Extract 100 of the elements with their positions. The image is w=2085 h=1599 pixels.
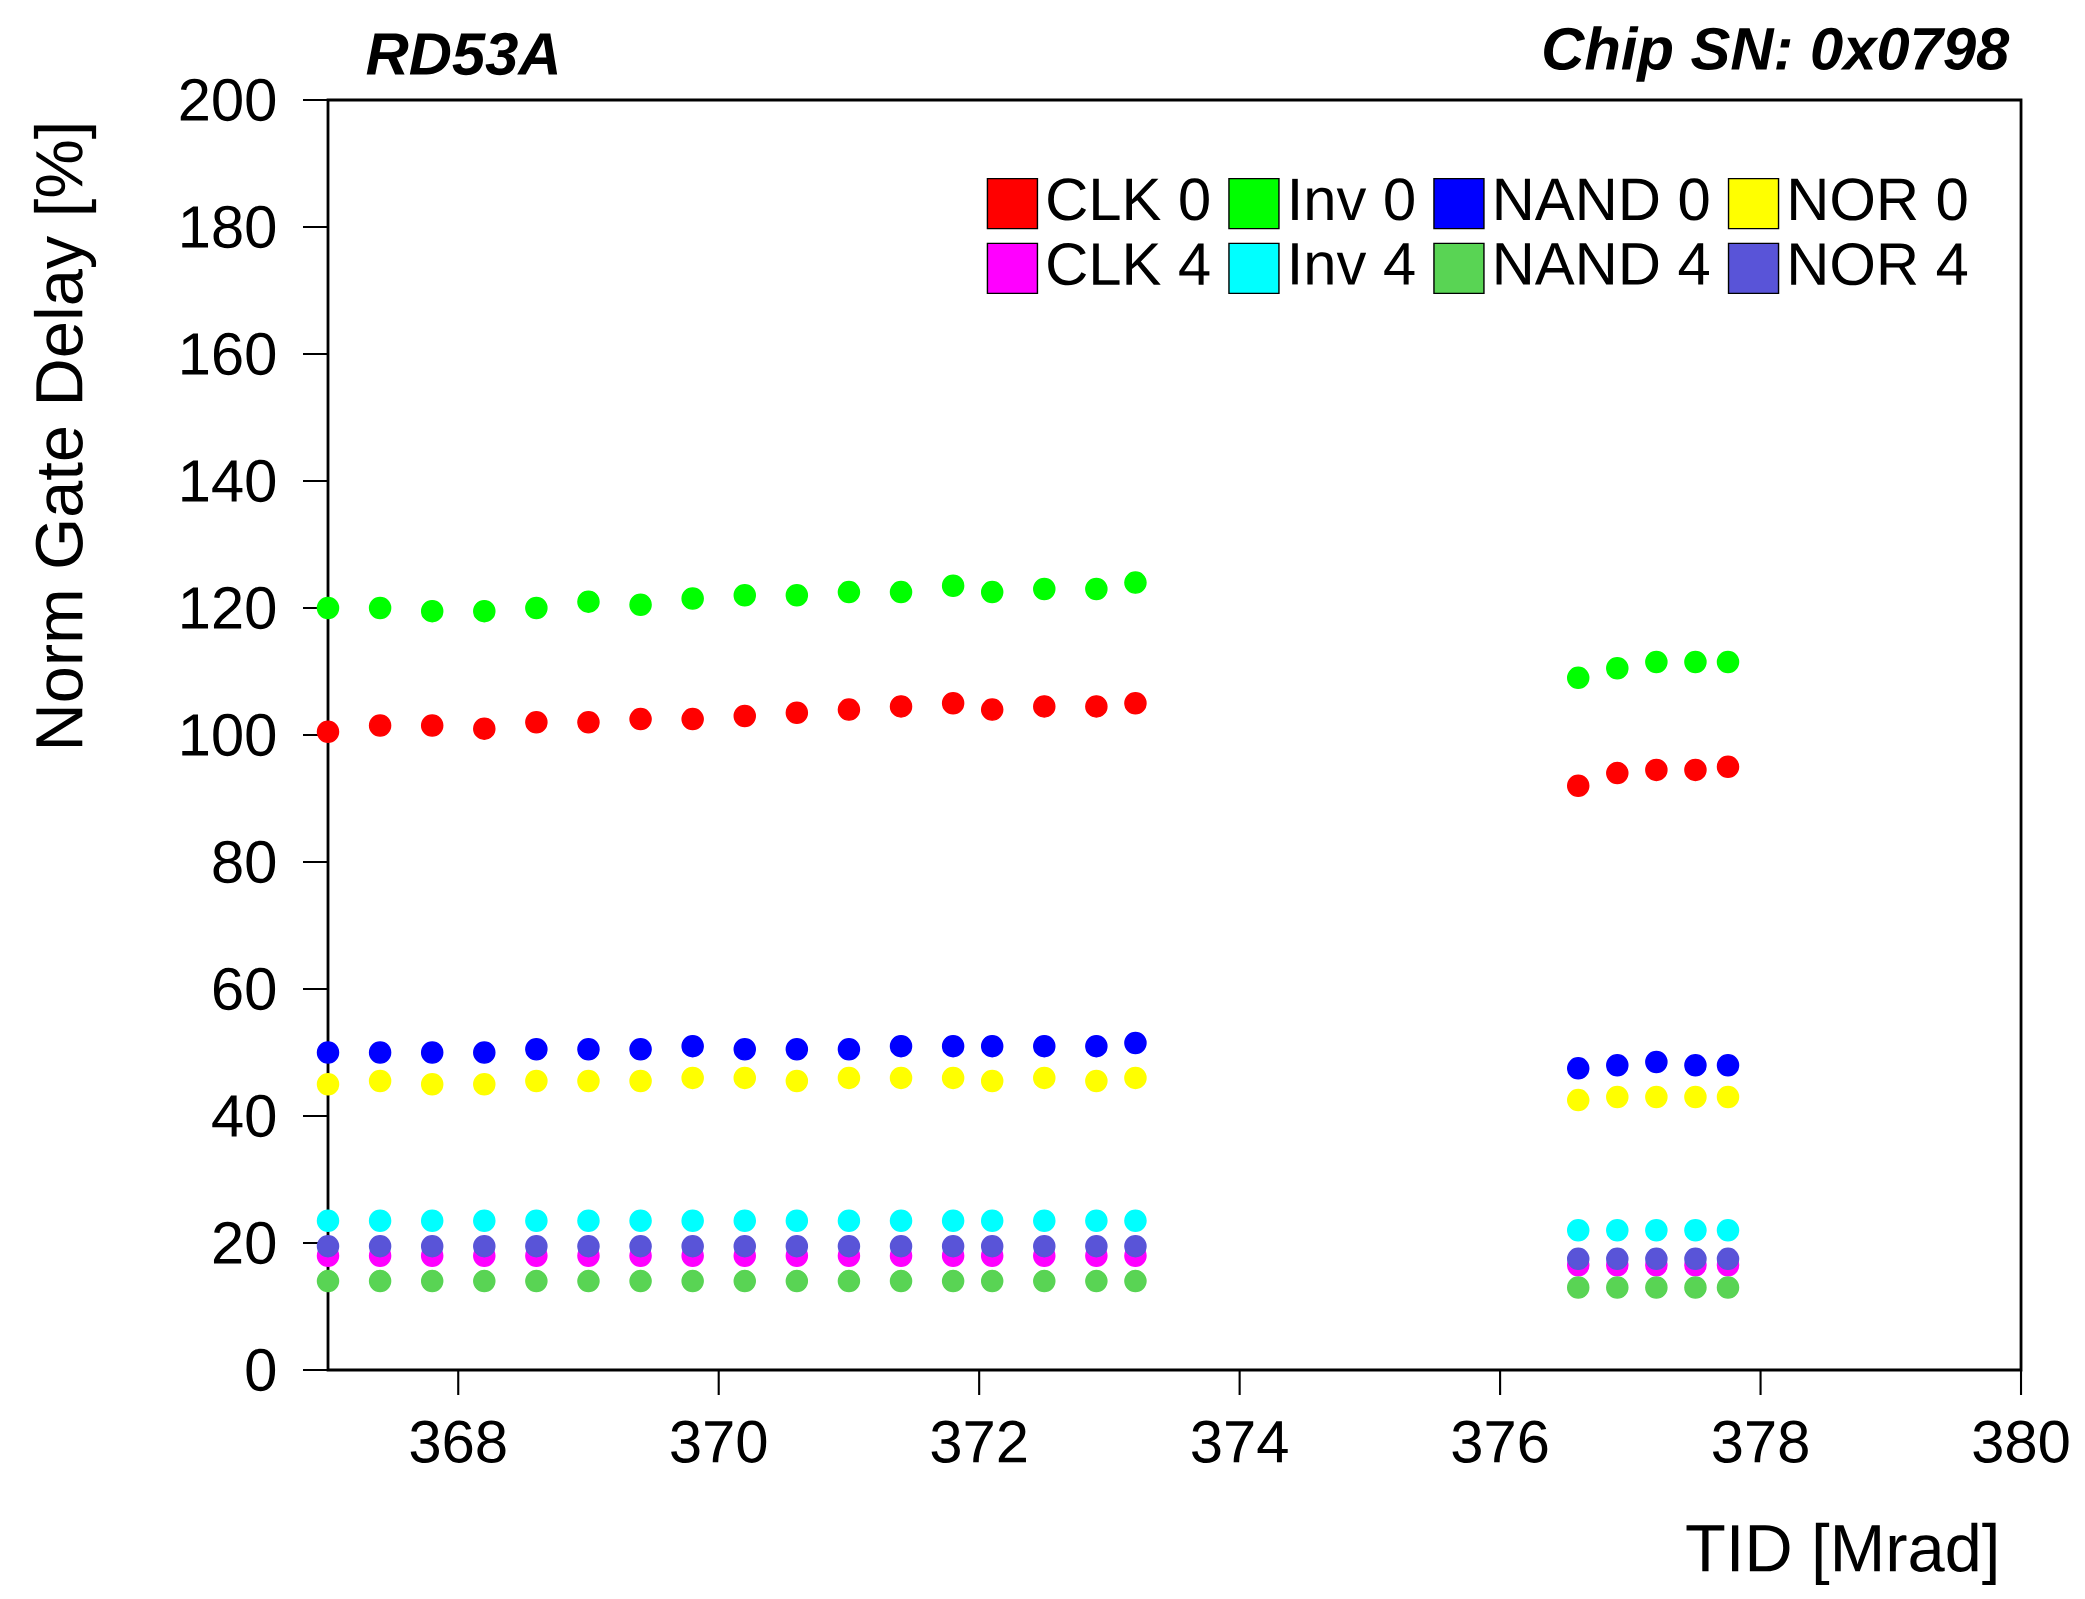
point: [941, 1234, 965, 1258]
point: [473, 1234, 496, 1258]
legend-label: CLK 4: [1048, 242, 1210, 286]
point: [785, 1269, 809, 1293]
point: [837, 1209, 861, 1233]
point: [316, 1234, 340, 1258]
point: [889, 1034, 913, 1058]
point: [629, 1069, 652, 1093]
point: [733, 1269, 757, 1293]
chart-title: RD53A: [366, 32, 558, 76]
legend-label: NAND 4: [1496, 243, 1709, 285]
point: [316, 596, 340, 620]
point: [681, 707, 704, 731]
point: [1606, 1247, 1629, 1271]
point: [889, 580, 913, 604]
point: [1566, 666, 1590, 690]
y-tick-label: 20: [213, 1221, 276, 1265]
point: [889, 1209, 913, 1233]
point: [941, 1066, 965, 1090]
point: [941, 1034, 965, 1058]
point: [473, 1041, 496, 1064]
legend-label: Inv 0: [1292, 178, 1414, 221]
point: [785, 584, 809, 607]
point: [941, 574, 965, 598]
point: [1566, 1057, 1590, 1080]
point: [837, 1234, 861, 1258]
y-tick-label: 60: [213, 967, 276, 1011]
point: [1566, 1219, 1590, 1242]
chart-subtitle: Chip SN: 0x0798: [1544, 26, 2010, 82]
point: [1085, 1269, 1108, 1293]
point: [629, 593, 652, 617]
point: [1033, 1066, 1056, 1090]
point: [1645, 1085, 1668, 1109]
point: [420, 1041, 444, 1064]
point: [889, 1234, 913, 1258]
legend-label: CLK 0: [1048, 178, 1209, 221]
point: [941, 1269, 965, 1293]
point: [1684, 758, 1707, 782]
point: [733, 1234, 757, 1258]
point: [1716, 1085, 1740, 1109]
point: [525, 1209, 548, 1233]
y-tick-label: 200: [180, 78, 276, 122]
y-tick-label: 40: [212, 1094, 276, 1138]
point: [1566, 774, 1590, 798]
point: [889, 1066, 913, 1090]
point: [629, 707, 652, 731]
point: [889, 1269, 913, 1293]
y-tick-label: 140: [182, 459, 276, 503]
point: [316, 1209, 340, 1233]
point: [368, 1234, 392, 1258]
point: [629, 1209, 652, 1233]
point: [733, 584, 757, 607]
point: [980, 1269, 1004, 1293]
point: [1606, 1276, 1629, 1299]
point: [1124, 1269, 1147, 1293]
point: [837, 1269, 861, 1293]
x-tick-label: 380: [1973, 1420, 2069, 1463]
point: [420, 1209, 444, 1233]
legend-label: NOR 4: [1791, 242, 1968, 286]
point: [980, 1234, 1004, 1258]
y-axis-title: Norm Gate Delay [%]: [33, 125, 97, 747]
point: [420, 1234, 444, 1258]
point: [420, 714, 444, 737]
y-tick-label: 0: [246, 1348, 276, 1392]
point: [1716, 1053, 1740, 1077]
point: [1645, 1247, 1668, 1271]
point: [837, 580, 861, 604]
point: [681, 1034, 704, 1058]
point: [1124, 691, 1147, 715]
point: [368, 1041, 392, 1064]
point: [1085, 577, 1108, 601]
point: [1645, 1276, 1668, 1299]
y-tick-label: 100: [182, 713, 276, 757]
point: [681, 1209, 704, 1233]
x-tick-label: 370: [671, 1420, 767, 1463]
point: [1085, 1234, 1108, 1258]
point: [980, 1034, 1004, 1058]
legend-label: NAND 0: [1496, 178, 1709, 221]
point: [1085, 1209, 1108, 1233]
point: [980, 580, 1004, 604]
point: [1033, 1034, 1056, 1058]
point: [1716, 1247, 1740, 1271]
point: [1033, 1209, 1056, 1233]
point: [1566, 1276, 1590, 1299]
point: [837, 698, 861, 721]
point: [316, 1041, 340, 1064]
point: [1684, 1276, 1707, 1299]
point: [980, 698, 1004, 721]
point: [316, 1072, 340, 1096]
point: [368, 1209, 392, 1233]
point: [577, 590, 600, 613]
point: [1606, 1053, 1629, 1077]
point: [733, 1066, 757, 1090]
point: [1684, 1053, 1707, 1077]
point: [1716, 1219, 1740, 1242]
point: [733, 1038, 757, 1061]
point: [1645, 1050, 1668, 1074]
x-tick-label: 378: [1712, 1420, 1808, 1463]
x-tick-label: 374: [1192, 1420, 1288, 1463]
legend-label: NOR 0: [1791, 178, 1967, 221]
